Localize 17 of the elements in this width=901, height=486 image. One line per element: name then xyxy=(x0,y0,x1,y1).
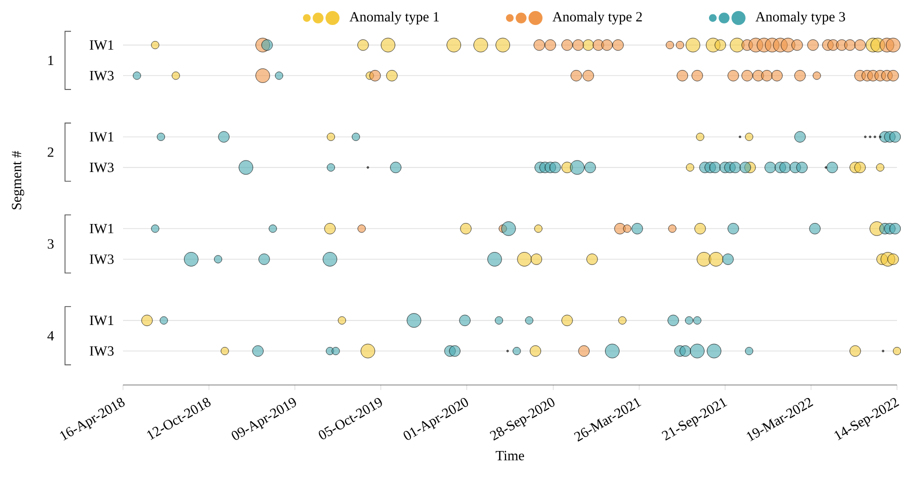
ref-line-label: IW3 xyxy=(90,346,114,356)
ref-line-label: IW3 xyxy=(90,70,114,80)
ref-line-label: IW1 xyxy=(90,224,114,234)
ref-line-label: IW3 xyxy=(90,162,114,172)
text: 2 xyxy=(48,148,54,157)
legend-label: Anomaly type 1 xyxy=(350,12,439,24)
y-axis-title: Segment # xyxy=(12,150,24,210)
ref-line-label: IW3 xyxy=(90,254,114,264)
text: 1 xyxy=(48,56,54,65)
x-axis-title: Time xyxy=(496,450,524,460)
ref-line-label: IW1 xyxy=(90,316,114,326)
text: 3 xyxy=(48,239,54,249)
ref-line-label: IW1 xyxy=(90,40,114,50)
legend-label: Anomaly type 2 xyxy=(552,12,642,24)
text: 4 xyxy=(47,331,54,340)
legend-label: Anomaly type 3 xyxy=(756,12,846,24)
ref-line-label: IW1 xyxy=(90,132,114,142)
